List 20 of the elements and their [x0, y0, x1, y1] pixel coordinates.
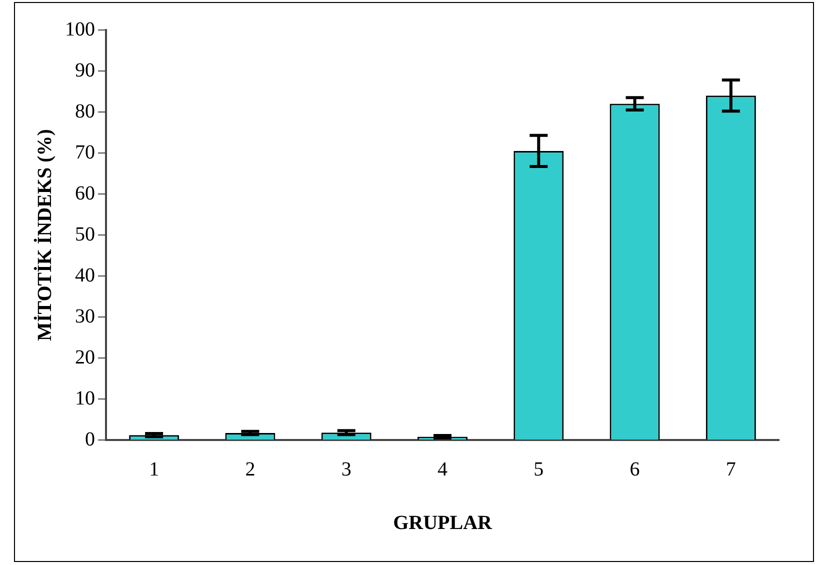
x-tick-label: 3: [341, 458, 352, 480]
y-tick-label: 20: [75, 346, 95, 368]
y-tick-label: 70: [75, 141, 95, 164]
y-axis-title: MİTOTİK İNDEKS (%): [33, 129, 56, 341]
y-tick-label: 30: [75, 305, 95, 328]
x-tick-label: 5: [534, 458, 544, 480]
x-axis-title: GRUPLAR: [393, 512, 492, 534]
y-tick-label: 80: [75, 100, 95, 122]
y-tick-label: 100: [65, 18, 95, 40]
y-tick-label: 0: [85, 428, 95, 450]
y-tick-label: 40: [75, 264, 95, 286]
x-tick-label: 7: [726, 458, 736, 480]
x-tick-label: 6: [630, 458, 640, 480]
x-tick-label: 4: [438, 458, 448, 480]
y-tick-label: 60: [75, 182, 95, 204]
y-tick-label: 90: [75, 59, 95, 82]
y-tick-label: 10: [75, 387, 95, 410]
x-tick-label: 1: [149, 458, 160, 480]
x-tick-label: 2: [245, 458, 256, 480]
y-tick-label: 50: [75, 223, 95, 246]
